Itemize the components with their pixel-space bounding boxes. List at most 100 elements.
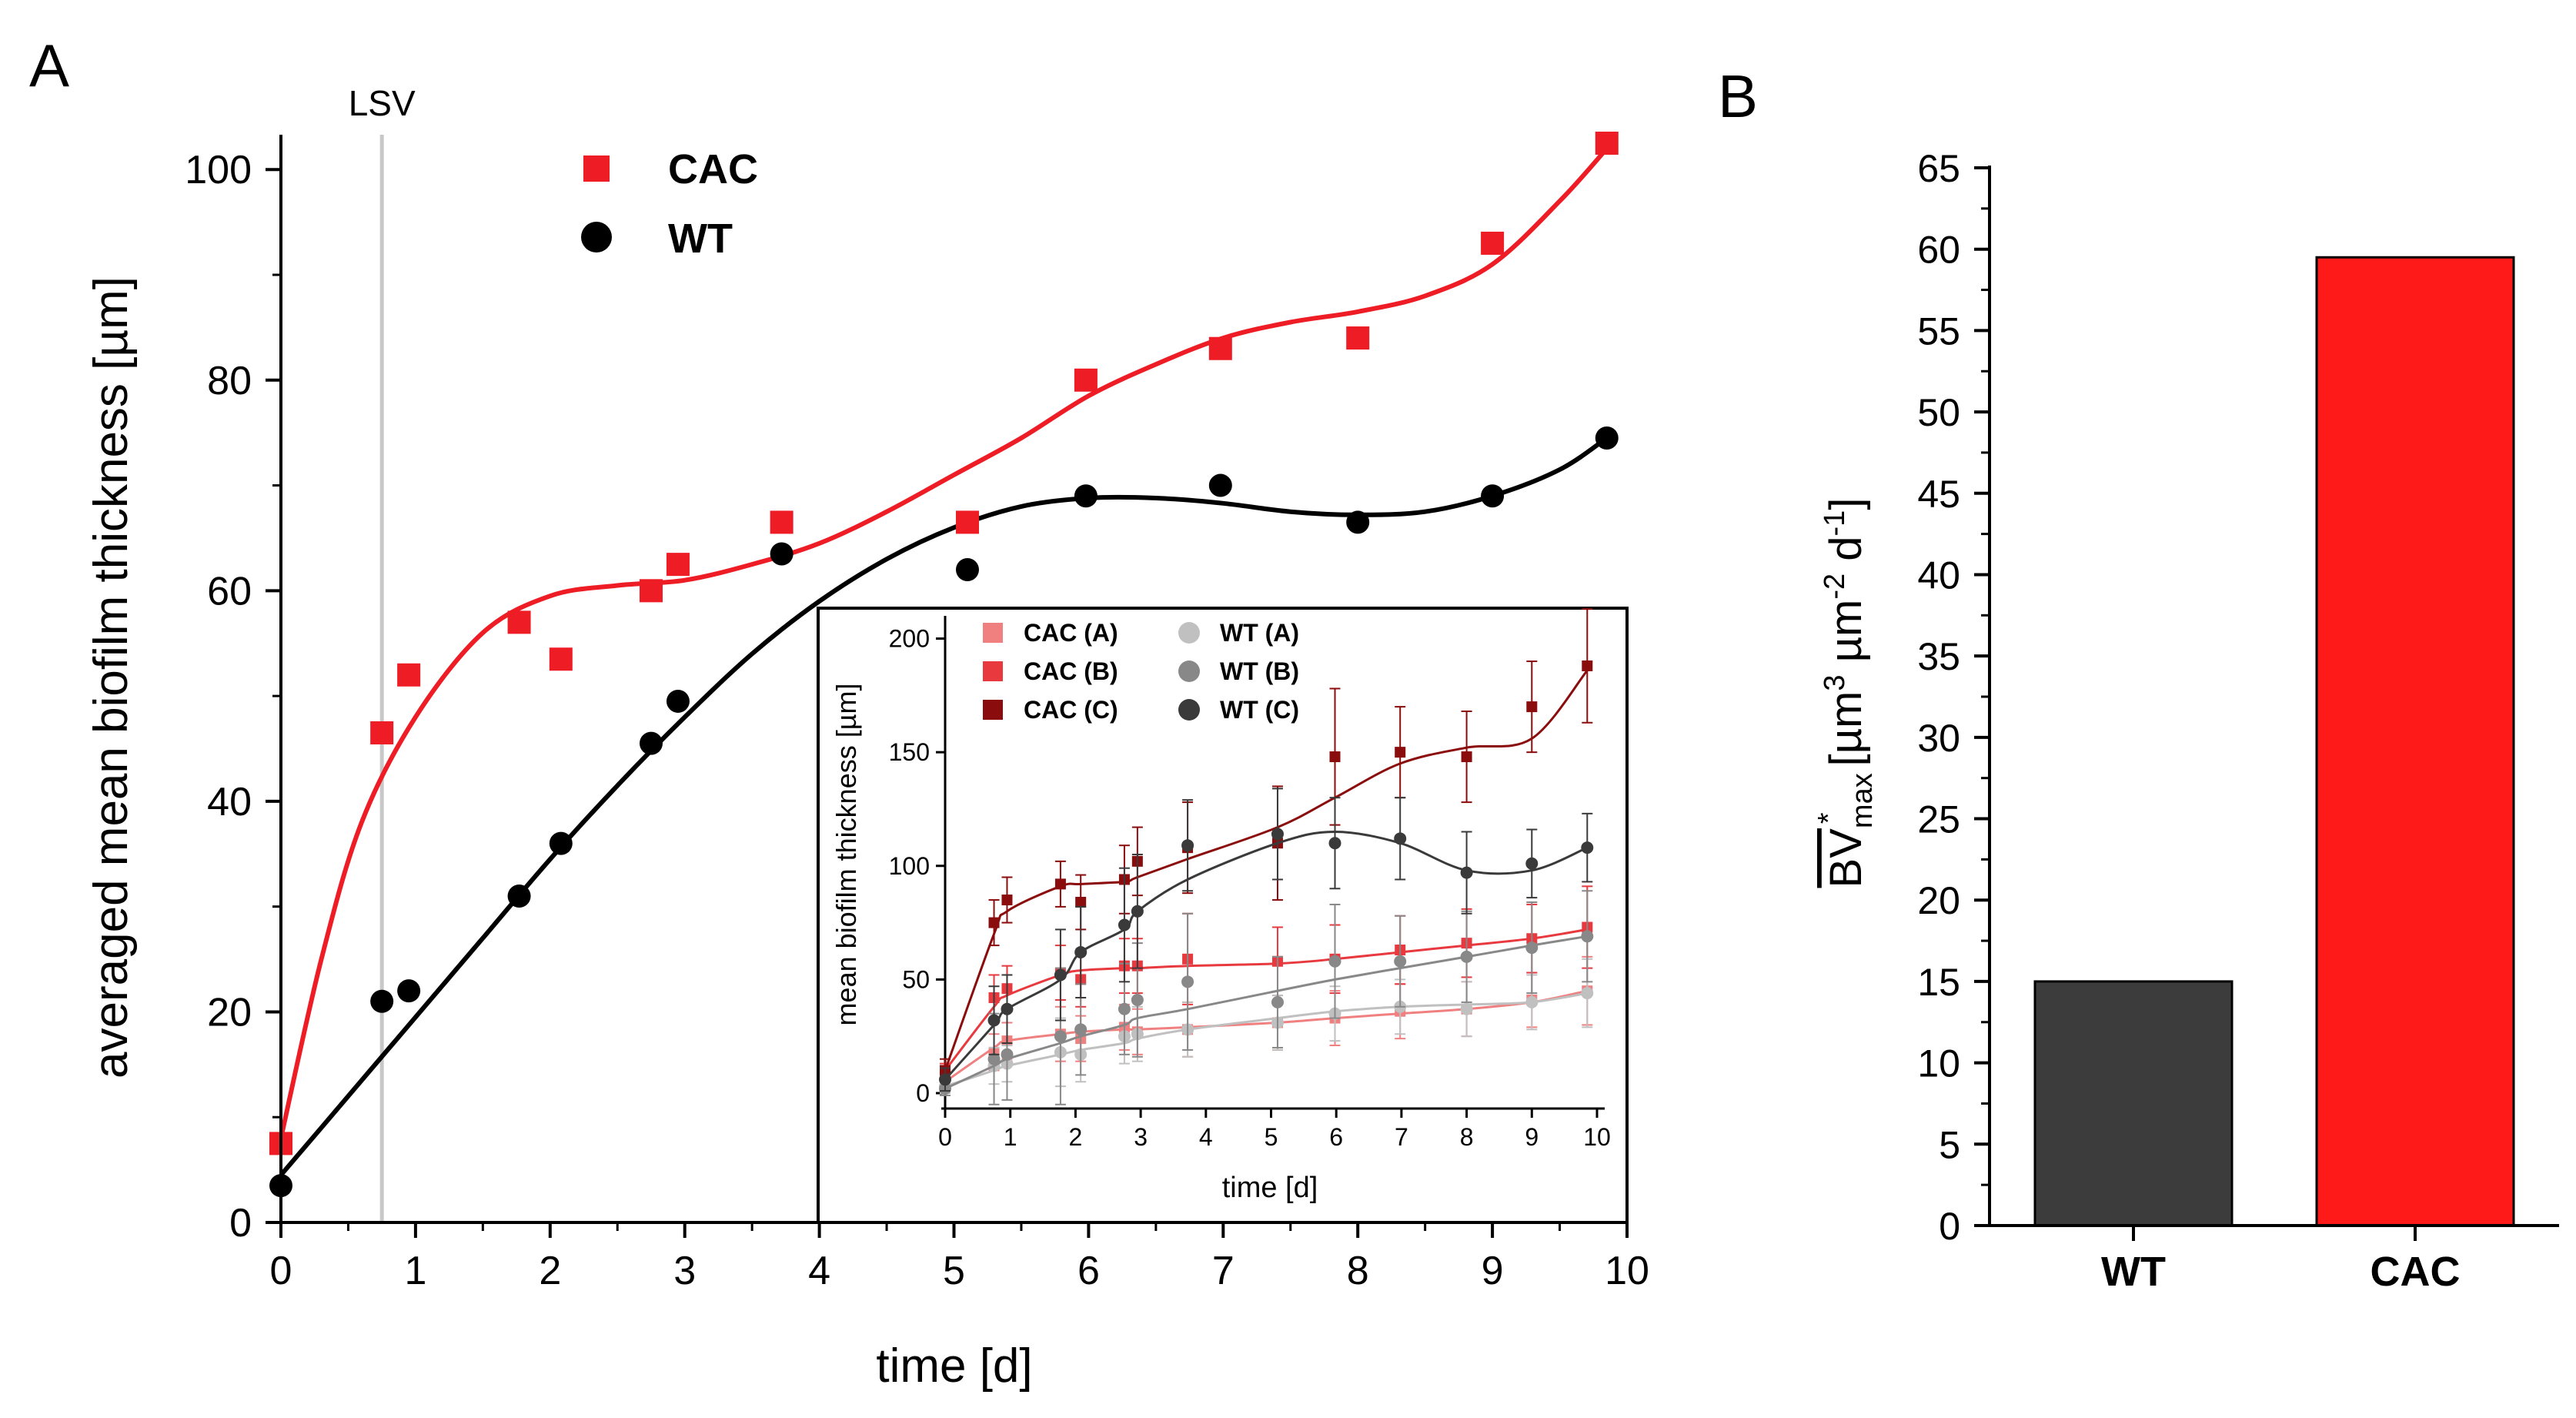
inset-wt-point bbox=[1074, 945, 1088, 958]
inset-x-tick-label: 1 bbox=[1004, 1123, 1017, 1151]
inset-wt-point bbox=[1131, 905, 1144, 918]
inset-y-tick-label: 150 bbox=[889, 738, 930, 766]
cac-data-point bbox=[1208, 336, 1232, 360]
wt-data-point bbox=[549, 831, 573, 855]
inset-legend-label: WT (B) bbox=[1220, 657, 1299, 685]
cac-data-point bbox=[770, 510, 794, 534]
bar-ylabel-sub: max bbox=[1846, 773, 1879, 828]
inset-y-tick-label: 0 bbox=[916, 1079, 930, 1107]
main-y-axis-label: averaged mean biofilm thickness [µm] bbox=[85, 276, 138, 1079]
inset-legend-marker bbox=[983, 623, 1003, 643]
inset-cac-point bbox=[1395, 747, 1406, 758]
bar-x-tick-label: WT bbox=[2101, 1249, 2166, 1295]
cac-data-point bbox=[370, 721, 394, 744]
inset-legend-marker bbox=[1178, 622, 1200, 644]
inset-legend-marker bbox=[983, 661, 1003, 681]
inset-wt-point bbox=[1581, 841, 1594, 854]
inset-legend-label: WT (A) bbox=[1220, 619, 1299, 647]
legend-cac-marker bbox=[583, 156, 610, 182]
bar-ylabel-sup: * bbox=[1813, 812, 1845, 824]
bar-cac bbox=[2315, 256, 2515, 1227]
panel-label-a: A bbox=[29, 32, 69, 99]
main-x-tick-label: 0 bbox=[270, 1249, 292, 1293]
inset-legend-label: CAC (B) bbox=[1024, 657, 1118, 685]
wt-data-point bbox=[639, 731, 663, 755]
bar-y-tick-label: 5 bbox=[1939, 1123, 1960, 1166]
bar-y-tick-label: 20 bbox=[1917, 879, 1960, 922]
main-x-axis-label: time [d] bbox=[876, 1339, 1032, 1393]
bar-ylabel-u3: -1 bbox=[1819, 510, 1851, 537]
cac-data-point bbox=[1595, 132, 1619, 156]
bar-y-tick-label: 65 bbox=[1917, 147, 1960, 190]
inset-legend-label: CAC (C) bbox=[1024, 696, 1118, 724]
inset-wt-point bbox=[1118, 918, 1131, 931]
inset-x-tick-label: 7 bbox=[1395, 1123, 1408, 1151]
main-x-tick-label: 2 bbox=[539, 1249, 561, 1293]
main-x-tick-label: 7 bbox=[1212, 1249, 1235, 1293]
inset-wt-point bbox=[1181, 975, 1194, 988]
inset-legend-marker bbox=[1178, 661, 1200, 682]
wt-data-point bbox=[770, 542, 794, 566]
inset-wt-point bbox=[1525, 941, 1539, 955]
inset-x-tick-label: 8 bbox=[1460, 1123, 1474, 1151]
bar-y-tick-label: 45 bbox=[1917, 473, 1960, 516]
bar-y-tick-label: 0 bbox=[1939, 1205, 1960, 1248]
wt-data-point bbox=[1346, 510, 1370, 534]
inset-wt-point bbox=[1525, 857, 1539, 870]
bar-y-tick-label: 25 bbox=[1917, 798, 1960, 841]
inset-cac-point bbox=[1582, 660, 1593, 671]
bar-y-axis-label: BVmax* [µm3 µm-2 d-1] bbox=[1813, 498, 1879, 888]
main-y-tick-label: 20 bbox=[207, 990, 252, 1035]
bar-y-tick-label: 30 bbox=[1917, 717, 1960, 760]
inset-frame bbox=[817, 607, 1629, 1224]
inset-cac-point bbox=[988, 917, 1000, 928]
inset-wt-point bbox=[1328, 955, 1341, 968]
inset-x-tick-label: 0 bbox=[938, 1123, 952, 1151]
inset-x-axis-label: time [d] bbox=[1222, 1172, 1318, 1204]
legend-wt-marker bbox=[581, 222, 612, 252]
inset-wt-point bbox=[1271, 995, 1284, 1008]
bar-ylabel-units: [µm bbox=[1821, 691, 1871, 767]
bar-y-tick-label: 35 bbox=[1917, 635, 1960, 678]
inset-wt-point bbox=[1054, 968, 1067, 982]
inset-x-tick-label: 10 bbox=[1583, 1123, 1611, 1151]
main-y-tick-label: 100 bbox=[185, 148, 252, 192]
bar-y-tick-label: 10 bbox=[1917, 1042, 1960, 1085]
wt-data-point bbox=[1074, 484, 1098, 508]
main-x-tick-label: 1 bbox=[404, 1249, 426, 1293]
inset-wt-point bbox=[1394, 955, 1407, 968]
cac-data-point bbox=[666, 553, 690, 577]
cac-data-point bbox=[639, 579, 663, 603]
wt-data-point bbox=[397, 979, 421, 1003]
lsv-label: LSV bbox=[349, 83, 416, 123]
cac-data-point bbox=[397, 663, 421, 687]
bar-y-tick-label: 50 bbox=[1917, 391, 1960, 434]
inset-series bbox=[939, 608, 1594, 1105]
legend-wt-label: WT bbox=[668, 216, 733, 262]
bar-y-tick-label: 40 bbox=[1917, 553, 1960, 597]
inset-legend-marker bbox=[983, 700, 1003, 720]
inset-y-tick-label: 200 bbox=[889, 625, 930, 653]
inset-wt-point bbox=[1271, 828, 1284, 841]
legend-cac-label: CAC bbox=[668, 146, 758, 192]
inset-x-tick-label: 5 bbox=[1265, 1123, 1278, 1151]
main-x-tick-label: 6 bbox=[1078, 1249, 1100, 1293]
inset-wt-point bbox=[1328, 837, 1341, 850]
inset-cac-point bbox=[1526, 701, 1538, 713]
inset-wt-point bbox=[1460, 950, 1473, 963]
inset-wt-point bbox=[1525, 995, 1539, 1008]
inset-cac-point bbox=[1001, 895, 1013, 906]
bar-ylabel-u2: -2 bbox=[1819, 574, 1851, 600]
main-y-tick-label: 0 bbox=[229, 1201, 252, 1246]
inset-cac-point bbox=[1054, 878, 1066, 890]
inset-cac-point bbox=[1329, 751, 1341, 763]
cac-data-point bbox=[1074, 368, 1098, 392]
main-y-tick-label: 40 bbox=[207, 780, 252, 824]
inset-x-tick-label: 6 bbox=[1329, 1123, 1343, 1151]
inset-x-tick-label: 9 bbox=[1525, 1123, 1539, 1151]
inset-wt-point bbox=[1118, 1002, 1131, 1015]
inset-wt-point bbox=[1131, 993, 1144, 1006]
